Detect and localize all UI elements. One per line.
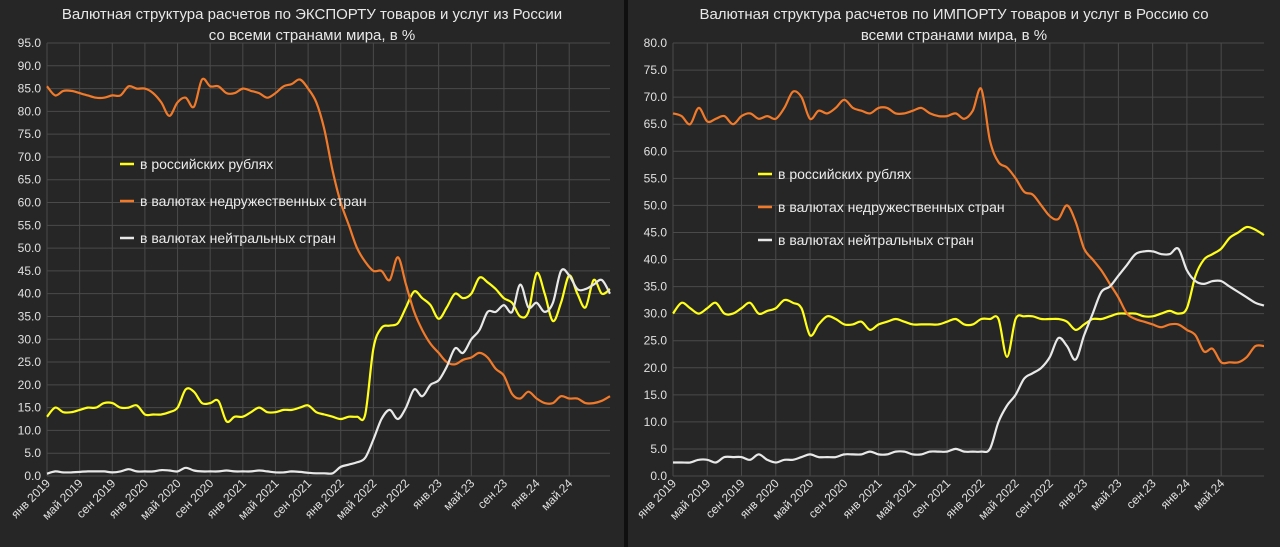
export-ytick-label: 60.0	[18, 196, 42, 210]
import-ytick-label: 10.0	[644, 415, 668, 429]
import-ytick-label: 25.0	[644, 334, 668, 348]
import-ytick-label: 65.0	[644, 117, 668, 131]
export-unfriendly-series-line	[46, 77, 611, 405]
import-ytick-label: 55.0	[644, 171, 668, 185]
export-xtick-label: май.24	[538, 476, 575, 513]
import-xtick-label: янв.23	[1055, 476, 1091, 512]
export-ytick-label: 0.0	[24, 469, 41, 483]
export-ytick-label: 85.0	[18, 82, 42, 96]
import-legend-label: в валютах нейтральных стран	[778, 232, 974, 248]
export-ytick-label: 55.0	[18, 218, 42, 232]
import-ytick-label: 70.0	[644, 90, 668, 104]
export-ytick-label: 20.0	[18, 378, 42, 392]
export-ytick-label: 10.0	[18, 423, 42, 437]
import-legend-label: в российских рублях	[778, 166, 911, 182]
export-title-line1: Валютная структура расчетов по ЭКСПОРТУ …	[61, 6, 563, 23]
import-ytick-label: 0.0	[650, 469, 667, 483]
export-chart-title: Валютная структура расчетов по ЭКСПОРТУ …	[0, 4, 624, 46]
export-xtick-label: янв.24	[507, 476, 543, 512]
import-ytick-label: 5.0	[650, 442, 667, 456]
import-ytick-label: 20.0	[644, 361, 668, 375]
export-chart-panel: Валютная структура расчетов по ЭКСПОРТУ …	[0, 0, 624, 547]
export-ytick-label: 15.0	[18, 401, 42, 415]
import-chart: 0.0 5.0 10.0 15.0 20.0 25.0 30.0 35.0 40.0 45.0 50…	[634, 36, 1265, 523]
export-ytick-label: 25.0	[18, 355, 42, 369]
export-xtick-label: май.23	[440, 476, 477, 513]
export-title-line2: со всеми странами мира, в %	[208, 27, 416, 44]
export-ytick-label: 35.0	[18, 309, 42, 323]
export-ytick-label: 5.0	[24, 446, 41, 460]
export-rub-series-line	[46, 271, 611, 424]
import-xtick-label: май.23	[1088, 476, 1125, 513]
import-ytick-label: 40.0	[644, 253, 668, 267]
export-ytick-label: 70.0	[18, 150, 42, 164]
export-chart: 0.0 5.0 10.0 15.0 20.0 25.0 30.0 35.0 40.0 45.0 50…	[8, 36, 611, 523]
import-ytick-label: 30.0	[644, 307, 668, 321]
import-ytick-label: 35.0	[644, 280, 668, 294]
export-ytick-label: 80.0	[18, 104, 42, 118]
import-xtick-label: янв.24	[1158, 476, 1194, 512]
import-chart-title: Валютная структура расчетов по ИМПОРТУ т…	[628, 4, 1280, 46]
export-neutral-series-line	[46, 268, 611, 475]
import-rub-series-line	[672, 225, 1265, 358]
export-legend-label: в валютах нейтральных стран	[140, 230, 336, 246]
import-xtick-label: май.24	[1190, 476, 1227, 513]
export-legend-label: в валютах недружественных стран	[140, 193, 367, 209]
import-ytick-label: 80.0	[644, 36, 668, 50]
import-xtick-label: сен.23	[1123, 476, 1159, 512]
export-ytick-label: 90.0	[18, 59, 42, 73]
import-legend-label: в валютах недружественных стран	[778, 199, 1005, 215]
export-ytick-label: 30.0	[18, 332, 42, 346]
import-chart-panel: Валютная структура расчетов по ИМПОРТУ т…	[628, 0, 1280, 547]
panel-divider	[624, 0, 628, 547]
import-ytick-label: 45.0	[644, 225, 668, 239]
import-ytick-label: 50.0	[644, 198, 668, 212]
import-neutral-series-line	[672, 247, 1265, 464]
export-ytick-label: 65.0	[18, 173, 42, 187]
import-ytick-label: 75.0	[644, 63, 668, 77]
import-title-line1: Валютная структура расчетов по ИМПОРТУ т…	[699, 6, 1209, 23]
export-xtick-label: янв.23	[409, 476, 445, 512]
import-unfriendly-series-line	[672, 87, 1265, 365]
import-title-line2: всеми странами мира, в %	[860, 27, 1048, 44]
export-xtick-label: сен.23	[475, 476, 511, 512]
import-ytick-label: 60.0	[644, 144, 668, 158]
export-legend-label: в российских рублях	[140, 156, 273, 172]
export-ytick-label: 95.0	[18, 36, 42, 50]
export-ytick-label: 75.0	[18, 127, 42, 141]
export-ytick-label: 50.0	[18, 241, 42, 255]
import-ytick-label: 15.0	[644, 388, 668, 402]
export-ytick-label: 40.0	[18, 287, 42, 301]
export-ytick-label: 45.0	[18, 264, 42, 278]
